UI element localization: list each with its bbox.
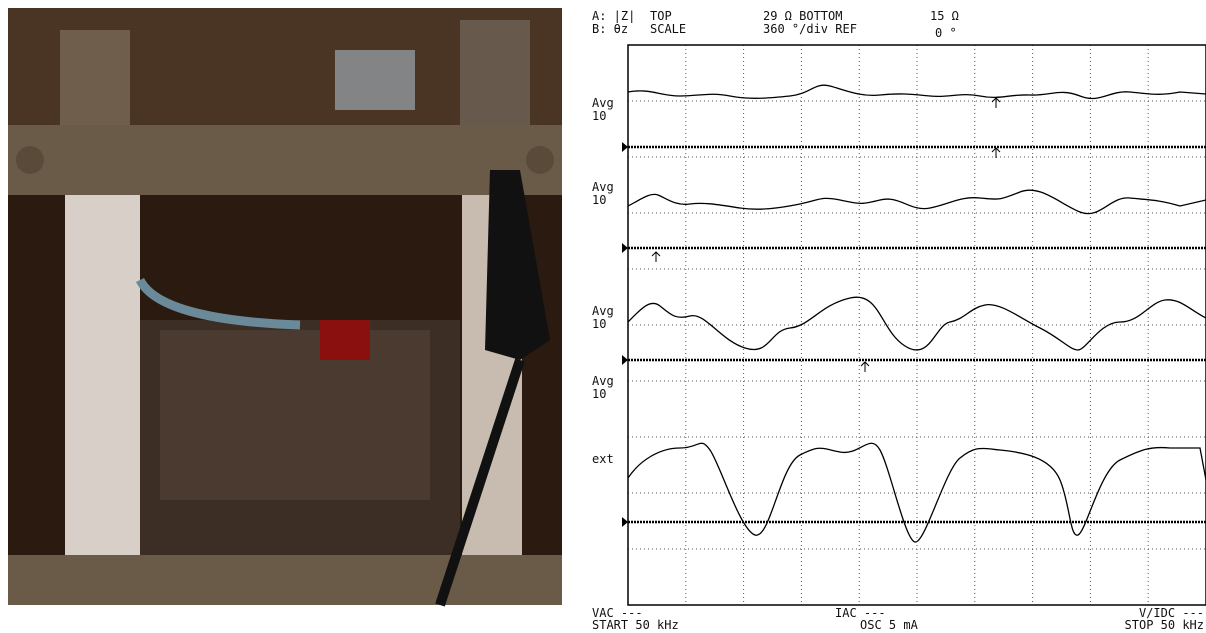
header-text: B: θz xyxy=(592,22,628,36)
trace-label: Avg xyxy=(592,304,614,318)
footer-text: STOP 50 kHz xyxy=(1125,618,1204,632)
trace-label: Avg xyxy=(592,96,614,110)
header-text: TOP xyxy=(650,9,672,23)
header-text: 0 ° xyxy=(935,26,957,40)
trace-label: 10 xyxy=(592,193,606,207)
trace-label: ext xyxy=(592,452,614,466)
footer: VAC --- START 50 kHz IAC --- OSC 5 mA V/… xyxy=(592,606,1204,632)
trace-label: 10 xyxy=(592,387,606,401)
photo xyxy=(8,8,562,607)
trace-label: 10 xyxy=(592,109,606,123)
footer-text: START 50 kHz xyxy=(592,618,679,632)
header-text: A: |Z| xyxy=(592,9,635,23)
trace-label: 10 xyxy=(592,317,606,331)
traces xyxy=(627,84,1206,543)
reference-lines xyxy=(622,142,1206,527)
footer-text: OSC 5 mA xyxy=(860,618,919,632)
trace-labels: Avg 10 Avg 10 Avg 10 Avg 10 ext xyxy=(592,96,614,466)
plot-frame xyxy=(627,44,1206,606)
header-text: 360 °/div REF xyxy=(763,22,857,36)
trace-label: Avg xyxy=(592,180,614,194)
header-text: 29 Ω BOTTOM xyxy=(763,9,842,23)
trace-label: Avg xyxy=(592,374,614,388)
footer-text: V/IDC --- xyxy=(1139,606,1204,620)
footer-text: IAC --- xyxy=(835,606,886,620)
header: A: |Z| TOP 29 Ω BOTTOM 15 Ω B: θz SCALE … xyxy=(592,9,959,40)
header-text: 15 Ω xyxy=(930,9,959,23)
header-text: SCALE xyxy=(650,22,686,36)
markers xyxy=(651,97,1001,372)
footer-text: VAC --- xyxy=(592,606,643,620)
